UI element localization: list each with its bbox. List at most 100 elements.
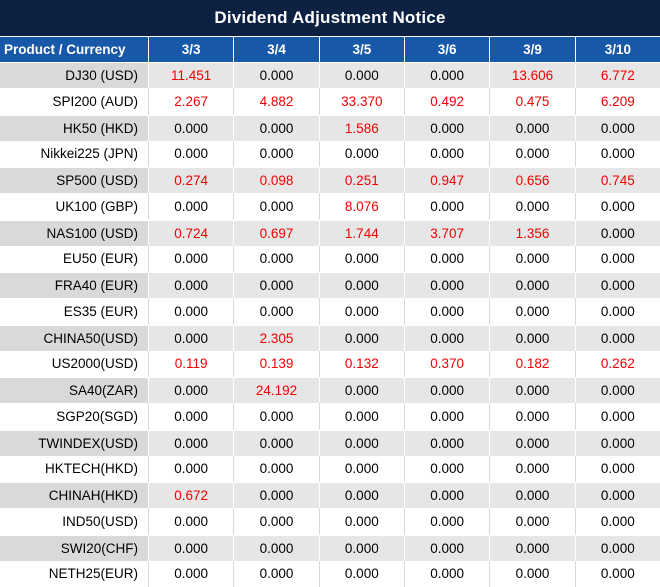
- product-cell: SP500 (USD): [0, 167, 148, 194]
- product-cell: SGP20(SGD): [56, 408, 138, 424]
- value-cell: 0.000: [318, 560, 404, 587]
- value-cell: 0.000: [318, 508, 404, 535]
- value-cell: 0.000: [404, 455, 489, 482]
- value-cell: 0.000: [574, 508, 660, 535]
- value-cell: 0.000: [148, 114, 234, 141]
- value-cell: 0.000: [574, 114, 660, 141]
- value-cell: 0.000: [404, 272, 490, 299]
- value-cell: 0.000: [404, 193, 489, 220]
- value-cell: 0.000: [404, 508, 489, 535]
- value-cell: 0.000: [148, 403, 233, 430]
- column-header-product-currency: Product / Currency: [4, 42, 126, 57]
- value-cell: 0.000: [489, 482, 575, 509]
- table-row: Nikkei225 (JPN) 0.000 0.000 0.000 0.000 0.000…: [0, 140, 660, 167]
- value-cell: 0.000: [233, 482, 319, 509]
- value-cell: 0.000: [404, 140, 489, 167]
- table-row: CHINAH(HKD) 0.672 0.000 0.000 0.000 0.000 0.00…: [0, 482, 660, 509]
- value-cell: 0.000: [404, 298, 489, 325]
- product-cell: EU50 (EUR): [62, 251, 138, 267]
- value-cell: 0.000: [318, 455, 404, 482]
- value-cell: 0.000: [148, 429, 234, 456]
- value-cell: 0.000: [318, 534, 404, 561]
- product-cell: NAS100 (USD): [0, 219, 148, 246]
- table-row: SPI200 (AUD) 2.267 4.882 33.370 0.492 0.475 6.…: [0, 88, 660, 115]
- value-cell: 0.119: [148, 350, 233, 377]
- table-header-row: Product / Currency 3/3 3/4 3/5 3/6 3/9 3…: [0, 36, 660, 62]
- value-cell: 0.000: [318, 377, 404, 404]
- value-cell: 0.697: [233, 219, 319, 246]
- table-row: SP500 (USD) 0.274 0.098 0.251 0.947 0.656 0.74…: [0, 167, 660, 194]
- value-cell: 0.745: [574, 167, 660, 194]
- value-cell: 0.000: [318, 272, 404, 299]
- value-cell: 0.000: [404, 403, 489, 430]
- value-cell: 0.000: [318, 403, 404, 430]
- value-cell: 0.251: [318, 167, 404, 194]
- value-cell: 0.000: [318, 429, 404, 456]
- value-cell: 0.000: [404, 560, 489, 587]
- value-cell: 0.000: [148, 272, 234, 299]
- value-cell: 0.000: [489, 324, 575, 351]
- product-cell: TWINDEX(USD): [0, 429, 148, 456]
- value-cell: 0.000: [404, 429, 490, 456]
- value-cell: 0.000: [489, 429, 575, 456]
- value-cell: 0.672: [148, 482, 234, 509]
- value-cell: 0.000: [574, 377, 660, 404]
- value-cell: 4.882: [233, 88, 318, 115]
- value-cell: 0.000: [404, 62, 490, 89]
- value-cell: 0.000: [318, 245, 404, 272]
- value-cell: 0.000: [233, 534, 319, 561]
- value-cell: 0.000: [574, 272, 660, 299]
- table-row: NETH25(EUR) 0.000 0.000 0.000 0.000 0.000 0.00…: [0, 560, 660, 587]
- product-cell: CHINAH(HKD): [0, 482, 148, 509]
- value-cell: 1.356: [489, 219, 575, 246]
- table-row: HK50 (HKD) 0.000 0.000 1.586 0.000 0.000 0.000: [0, 114, 660, 141]
- table-row: FRA40 (EUR) 0.000 0.000 0.000 0.000 0.000 0.00…: [0, 272, 660, 299]
- value-cell: 11.451: [148, 62, 234, 89]
- value-cell: 2.267: [148, 88, 233, 115]
- value-cell: 0.947: [404, 167, 490, 194]
- value-cell: 0.000: [489, 508, 574, 535]
- product-cell: US2000(USD): [51, 356, 138, 372]
- value-cell: 0.000: [489, 560, 574, 587]
- column-header-date-6: 3/10: [574, 37, 660, 62]
- value-cell: 0.000: [148, 560, 233, 587]
- value-cell: 0.000: [233, 508, 318, 535]
- value-cell: 0.000: [574, 219, 660, 246]
- value-cell: 0.000: [404, 482, 490, 509]
- product-cell: HK50 (HKD): [0, 114, 148, 141]
- value-cell: 0.475: [489, 88, 574, 115]
- value-cell: 0.000: [574, 140, 660, 167]
- product-cell: NETH25(EUR): [48, 566, 138, 582]
- value-cell: 0.000: [148, 324, 234, 351]
- value-cell: 0.000: [489, 114, 575, 141]
- table-row: SGP20(SGD) 0.000 0.000 0.000 0.000 0.000 0.000: [0, 403, 660, 430]
- value-cell: 0.000: [404, 377, 490, 404]
- value-cell: 13.606: [489, 62, 575, 89]
- product-cell: SPI200 (AUD): [52, 93, 138, 109]
- value-cell: 0.000: [148, 140, 233, 167]
- value-cell: 0.000: [148, 193, 233, 220]
- value-cell: 0.000: [233, 245, 318, 272]
- value-cell: 0.000: [318, 482, 404, 509]
- value-cell: 0.656: [489, 167, 575, 194]
- value-cell: 0.000: [233, 193, 318, 220]
- value-cell: 0.000: [574, 193, 660, 220]
- value-cell: 0.000: [233, 298, 318, 325]
- value-cell: 0.000: [489, 534, 575, 561]
- value-cell: 0.000: [148, 298, 233, 325]
- value-cell: 6.772: [574, 62, 660, 89]
- table-body: DJ30 (USD) 11.451 0.000 0.000 0.000 13.606 6.7…: [0, 62, 660, 587]
- value-cell: 0.132: [318, 350, 404, 377]
- value-cell: 0.000: [233, 429, 319, 456]
- value-cell: 0.000: [404, 114, 490, 141]
- value-cell: 0.000: [574, 429, 660, 456]
- table-row: IND50(USD) 0.000 0.000 0.000 0.000 0.000 0.000: [0, 508, 660, 535]
- value-cell: 0.724: [148, 219, 234, 246]
- value-cell: 0.000: [148, 508, 233, 535]
- table-row: ES35 (EUR) 0.000 0.000 0.000 0.000 0.000 0.000: [0, 298, 660, 325]
- product-cell: SWI20(CHF): [0, 534, 148, 561]
- value-cell: 0.000: [489, 193, 574, 220]
- table-row: SA40(ZAR) 0.000 24.192 0.000 0.000 0.000 0.000: [0, 377, 660, 404]
- table-row: NAS100 (USD) 0.724 0.697 1.744 3.707 1.356 0.0…: [0, 219, 660, 246]
